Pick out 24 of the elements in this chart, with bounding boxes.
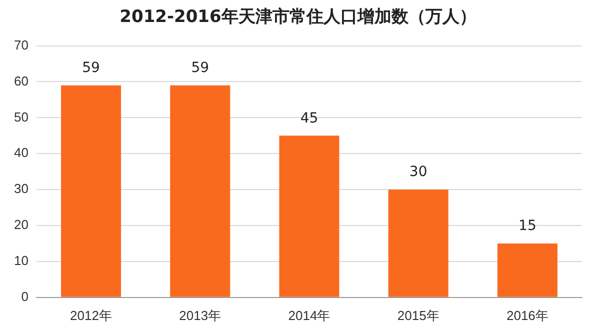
y-tick-label: 70 xyxy=(14,37,28,52)
x-tick-label: 2014年 xyxy=(288,308,330,323)
x-tick-label: 2013年 xyxy=(179,308,222,323)
data-label: 30 xyxy=(409,164,428,180)
data-label: 15 xyxy=(518,218,536,234)
x-tick-label: 2015年 xyxy=(397,308,440,323)
data-label: 45 xyxy=(300,110,318,126)
y-tick-label: 40 xyxy=(14,145,28,160)
y-tick-label: 50 xyxy=(14,109,28,124)
y-tick-label: 20 xyxy=(14,217,28,232)
bar xyxy=(497,243,558,297)
y-tick-label: 60 xyxy=(14,73,28,88)
x-tick-label: 2016年 xyxy=(506,308,548,323)
y-tick-label: 30 xyxy=(14,181,28,196)
bar xyxy=(61,85,122,297)
data-label: 59 xyxy=(82,60,100,76)
y-tick-label: 10 xyxy=(14,253,28,268)
chart-title: 2012-2016年天津市常住人口增加数（万人） xyxy=(118,6,478,29)
y-tick-label: 0 xyxy=(21,288,28,304)
bar xyxy=(279,136,340,297)
data-label: 59 xyxy=(191,60,210,76)
bar xyxy=(388,190,448,297)
bar xyxy=(170,85,230,297)
x-tick-label: 2012年 xyxy=(70,308,112,323)
